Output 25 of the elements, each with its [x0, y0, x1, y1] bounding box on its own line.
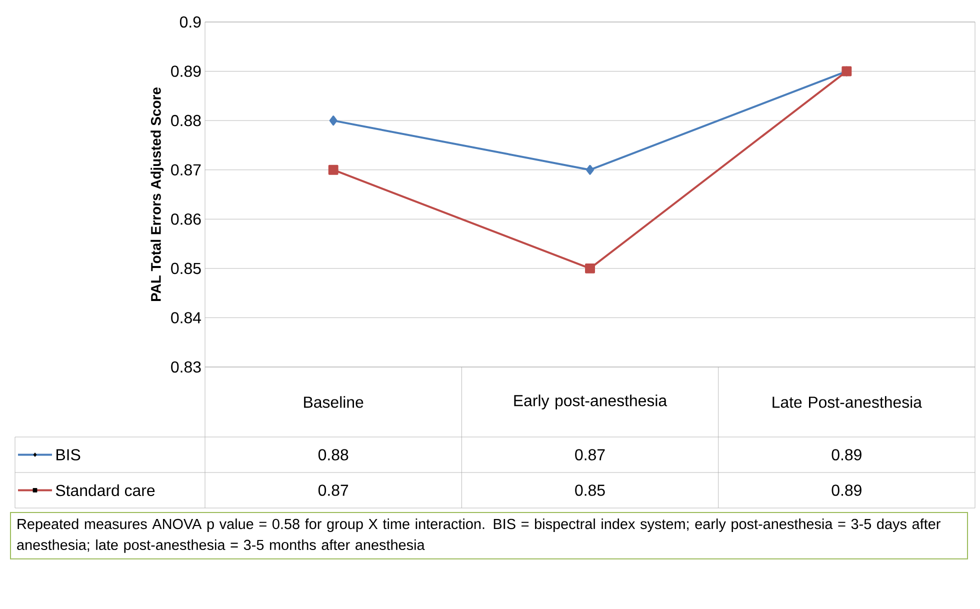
- y-tick-label: 0.84: [171, 312, 202, 324]
- x-tick-label: Baseline: [304, 396, 364, 408]
- data-label: 0.89: [832, 484, 862, 496]
- y-tick-label: 0.86: [171, 214, 201, 225]
- y-axis-title: PAL Total Errors Adjusted Score: [150, 88, 164, 302]
- y-tick-label: 0.87: [171, 164, 201, 176]
- y-tick-label: 0.85: [171, 262, 201, 274]
- data-label: 0.88: [318, 449, 348, 460]
- y-tick-label: 0.9: [180, 16, 201, 28]
- y-tick-label: 0.89: [171, 66, 201, 77]
- x-tick-label: Early post-anesthesia: [514, 394, 668, 410]
- x-tick-label: Late Post-anesthesia: [772, 396, 922, 408]
- data-label: 0.89: [832, 449, 862, 460]
- point: [328, 164, 338, 175]
- data-label: 0.85: [575, 484, 605, 496]
- legend-label: BIS: [56, 449, 80, 460]
- point: [585, 263, 595, 274]
- text: Repeated measures ANOVA p value = 0.58 for group X time interaction. BIS = bispectral index system; early post-anesthesia = 3-5 days after anesthesia; late post-anesthesia = 3-5 months after anesthesia: [17, 518, 940, 553]
- data-label: 0.87: [318, 484, 348, 496]
- legend-label: Standard care: [56, 484, 155, 496]
- point: [586, 164, 594, 175]
- point: [329, 116, 338, 126]
- y-tick-label: 0.88: [171, 114, 201, 126]
- y-tick-label: 0.83: [171, 361, 201, 373]
- data-label: 0.87: [575, 449, 605, 460]
